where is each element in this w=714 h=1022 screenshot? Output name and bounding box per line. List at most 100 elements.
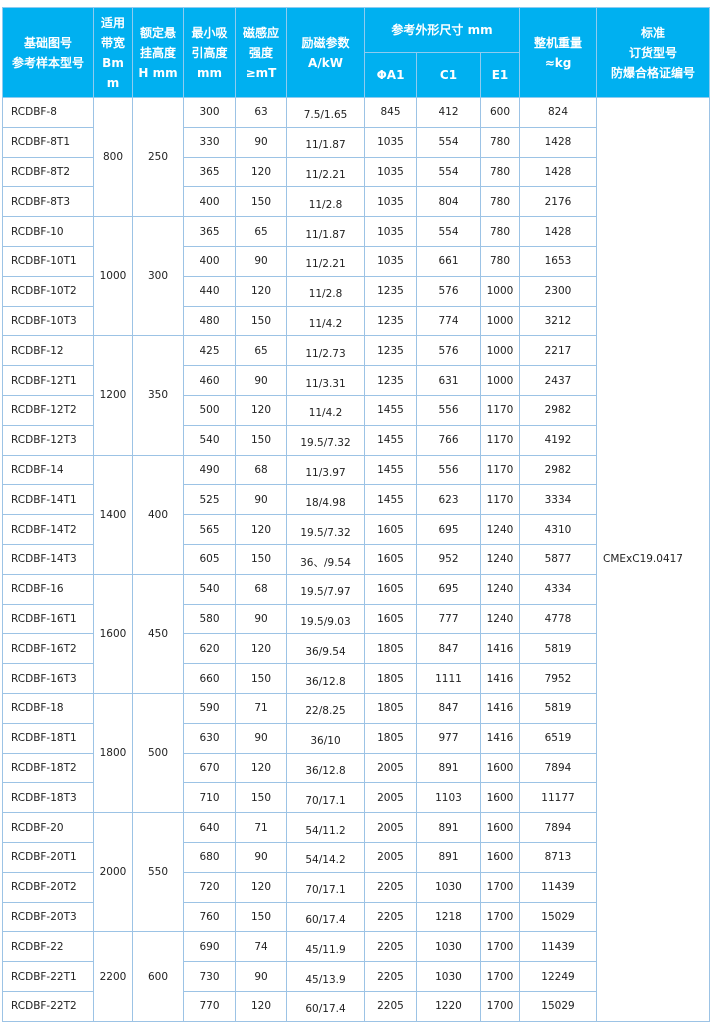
cell-akw: 11/1.87 [286, 216, 365, 247]
table-row: RCDBF-14T3 605 150 36、/9.54 1605 952 1240 5877 [2, 543, 710, 575]
cell-weight: 5819 [519, 692, 597, 724]
header-min-height: 最小吸 引高度 mm [183, 7, 236, 98]
cell-a1: 1035 [364, 156, 417, 188]
cell-e1: 1240 [480, 603, 520, 635]
cell-weight: 1428 [519, 156, 597, 188]
header-akw: 励磁参数 A/kW [286, 7, 365, 98]
header-dims: 参考外形尺寸 mm [364, 7, 520, 53]
cell-c1: 804 [416, 186, 481, 218]
table-row: RCDBF-14T2 565 120 19.5/7.32 1605 695 1240 4310 [2, 514, 710, 545]
cell-height: 600 [132, 931, 184, 1022]
cell-a1: 1455 [364, 484, 417, 516]
header-mt: 磁感应 强度 ≥mT [235, 7, 287, 98]
cell-akw: 11/2.8 [286, 186, 365, 218]
cell-min-height: 720 [183, 871, 236, 903]
cell-a1: 2005 [364, 752, 417, 784]
cell-min-height: 640 [183, 812, 236, 843]
cell-model: RCDBF-20T1 [2, 841, 94, 873]
cell-bandwidth: 1200 [93, 335, 133, 456]
cell-weight: 2982 [519, 394, 597, 426]
cell-a1: 1235 [364, 365, 417, 396]
cell-akw: 11/2.73 [286, 335, 365, 367]
cell-min-height: 525 [183, 484, 236, 516]
cell-min-height: 400 [183, 245, 236, 277]
cell-a1: 1455 [364, 454, 417, 486]
cell-c1: 1111 [416, 663, 481, 694]
cell-mt: 120 [235, 990, 287, 1022]
cell-mt: 150 [235, 305, 287, 337]
cell-weight: 7894 [519, 812, 597, 843]
cell-mt: 90 [235, 841, 287, 873]
cell-akw: 19.5/7.32 [286, 514, 365, 545]
table-row: RCDBF-8T2 365 120 11/2.21 1035 554 780 1428 [2, 156, 710, 188]
cell-min-height: 590 [183, 692, 236, 724]
cell-mt: 90 [235, 365, 287, 396]
cell-weight: 7894 [519, 752, 597, 784]
cell-a1: 2005 [364, 782, 417, 814]
cell-min-height: 670 [183, 752, 236, 784]
cell-min-height: 770 [183, 990, 236, 1022]
cell-a1: 1035 [364, 126, 417, 158]
table-body: RCDBF-8 800 250 300 63 7.5/1.65 845 412 600 824 CM… [2, 96, 710, 1022]
cell-akw: 70/17.1 [286, 871, 365, 903]
cell-mt: 120 [235, 871, 287, 903]
cell-a1: 2205 [364, 871, 417, 903]
cell-mt: 150 [235, 424, 287, 456]
cell-model: RCDBF-10T1 [2, 245, 94, 277]
cell-c1: 847 [416, 692, 481, 724]
cell-mt: 90 [235, 245, 287, 277]
cell-min-height: 400 [183, 186, 236, 218]
cell-model: RCDBF-12 [2, 335, 94, 367]
cell-bandwidth: 1800 [93, 692, 133, 814]
cell-bandwidth: 2200 [93, 931, 133, 1022]
cell-c1: 576 [416, 275, 481, 307]
header-weight: 整机重量 ≈kg [519, 7, 597, 98]
cell-weight: 6519 [519, 722, 597, 754]
header-cert: 标准 订货型号 防爆合格证编号 [596, 7, 710, 98]
table-row: RCDBF-18T1 630 90 36/10 1805 977 1416 6519 [2, 722, 710, 754]
cell-mt: 150 [235, 782, 287, 814]
cell-model: RCDBF-22T1 [2, 961, 94, 992]
cell-model: RCDBF-10T3 [2, 305, 94, 337]
cell-a1: 2205 [364, 961, 417, 992]
cell-a1: 1235 [364, 335, 417, 367]
cell-min-height: 760 [183, 901, 236, 933]
cell-bandwidth: 800 [93, 96, 133, 218]
cell-mt: 71 [235, 692, 287, 724]
cell-a1: 845 [364, 97, 417, 128]
cell-model: RCDBF-14T2 [2, 514, 94, 545]
cell-akw: 22/8.25 [286, 692, 365, 724]
cell-min-height: 330 [183, 126, 236, 158]
cell-weight: 11177 [519, 782, 597, 814]
cell-a1: 1455 [364, 394, 417, 426]
cell-mt: 150 [235, 186, 287, 218]
cell-e1: 1240 [480, 573, 520, 605]
cell-weight: 5819 [519, 633, 597, 665]
cell-min-height: 540 [183, 573, 236, 605]
cell-mt: 68 [235, 573, 287, 605]
cell-model: RCDBF-14T1 [2, 484, 94, 516]
table-row: RCDBF-14T1 525 90 18/4.98 1455 623 1170 3334 [2, 484, 710, 516]
cell-e1: 1170 [480, 484, 520, 516]
cell-min-height: 690 [183, 931, 236, 963]
cell-e1: 1240 [480, 543, 520, 575]
cell-model: RCDBF-8T2 [2, 156, 94, 188]
cell-weight: 3212 [519, 305, 597, 337]
cell-e1: 1416 [480, 663, 520, 694]
cell-akw: 7.5/1.65 [286, 97, 365, 128]
cell-akw: 19.5/9.03 [286, 603, 365, 635]
cell-c1: 695 [416, 573, 481, 605]
table-row: RCDBF-12 1200 350 425 65 11/2.73 1235 576 1000 22… [2, 335, 710, 456]
cell-model: RCDBF-20T3 [2, 901, 94, 933]
cell-weight: 15029 [519, 990, 597, 1022]
cell-model: RCDBF-10T2 [2, 275, 94, 307]
cell-min-height: 365 [183, 156, 236, 188]
cell-weight: 2982 [519, 454, 597, 486]
cell-mt: 90 [235, 484, 287, 516]
cell-a1: 1455 [364, 424, 417, 456]
cell-akw: 70/17.1 [286, 782, 365, 814]
cell-e1: 1700 [480, 901, 520, 933]
header-model: 基础图号 参考样本型号 [2, 7, 94, 98]
cell-akw: 36/12.8 [286, 663, 365, 694]
cell-c1: 1030 [416, 871, 481, 903]
